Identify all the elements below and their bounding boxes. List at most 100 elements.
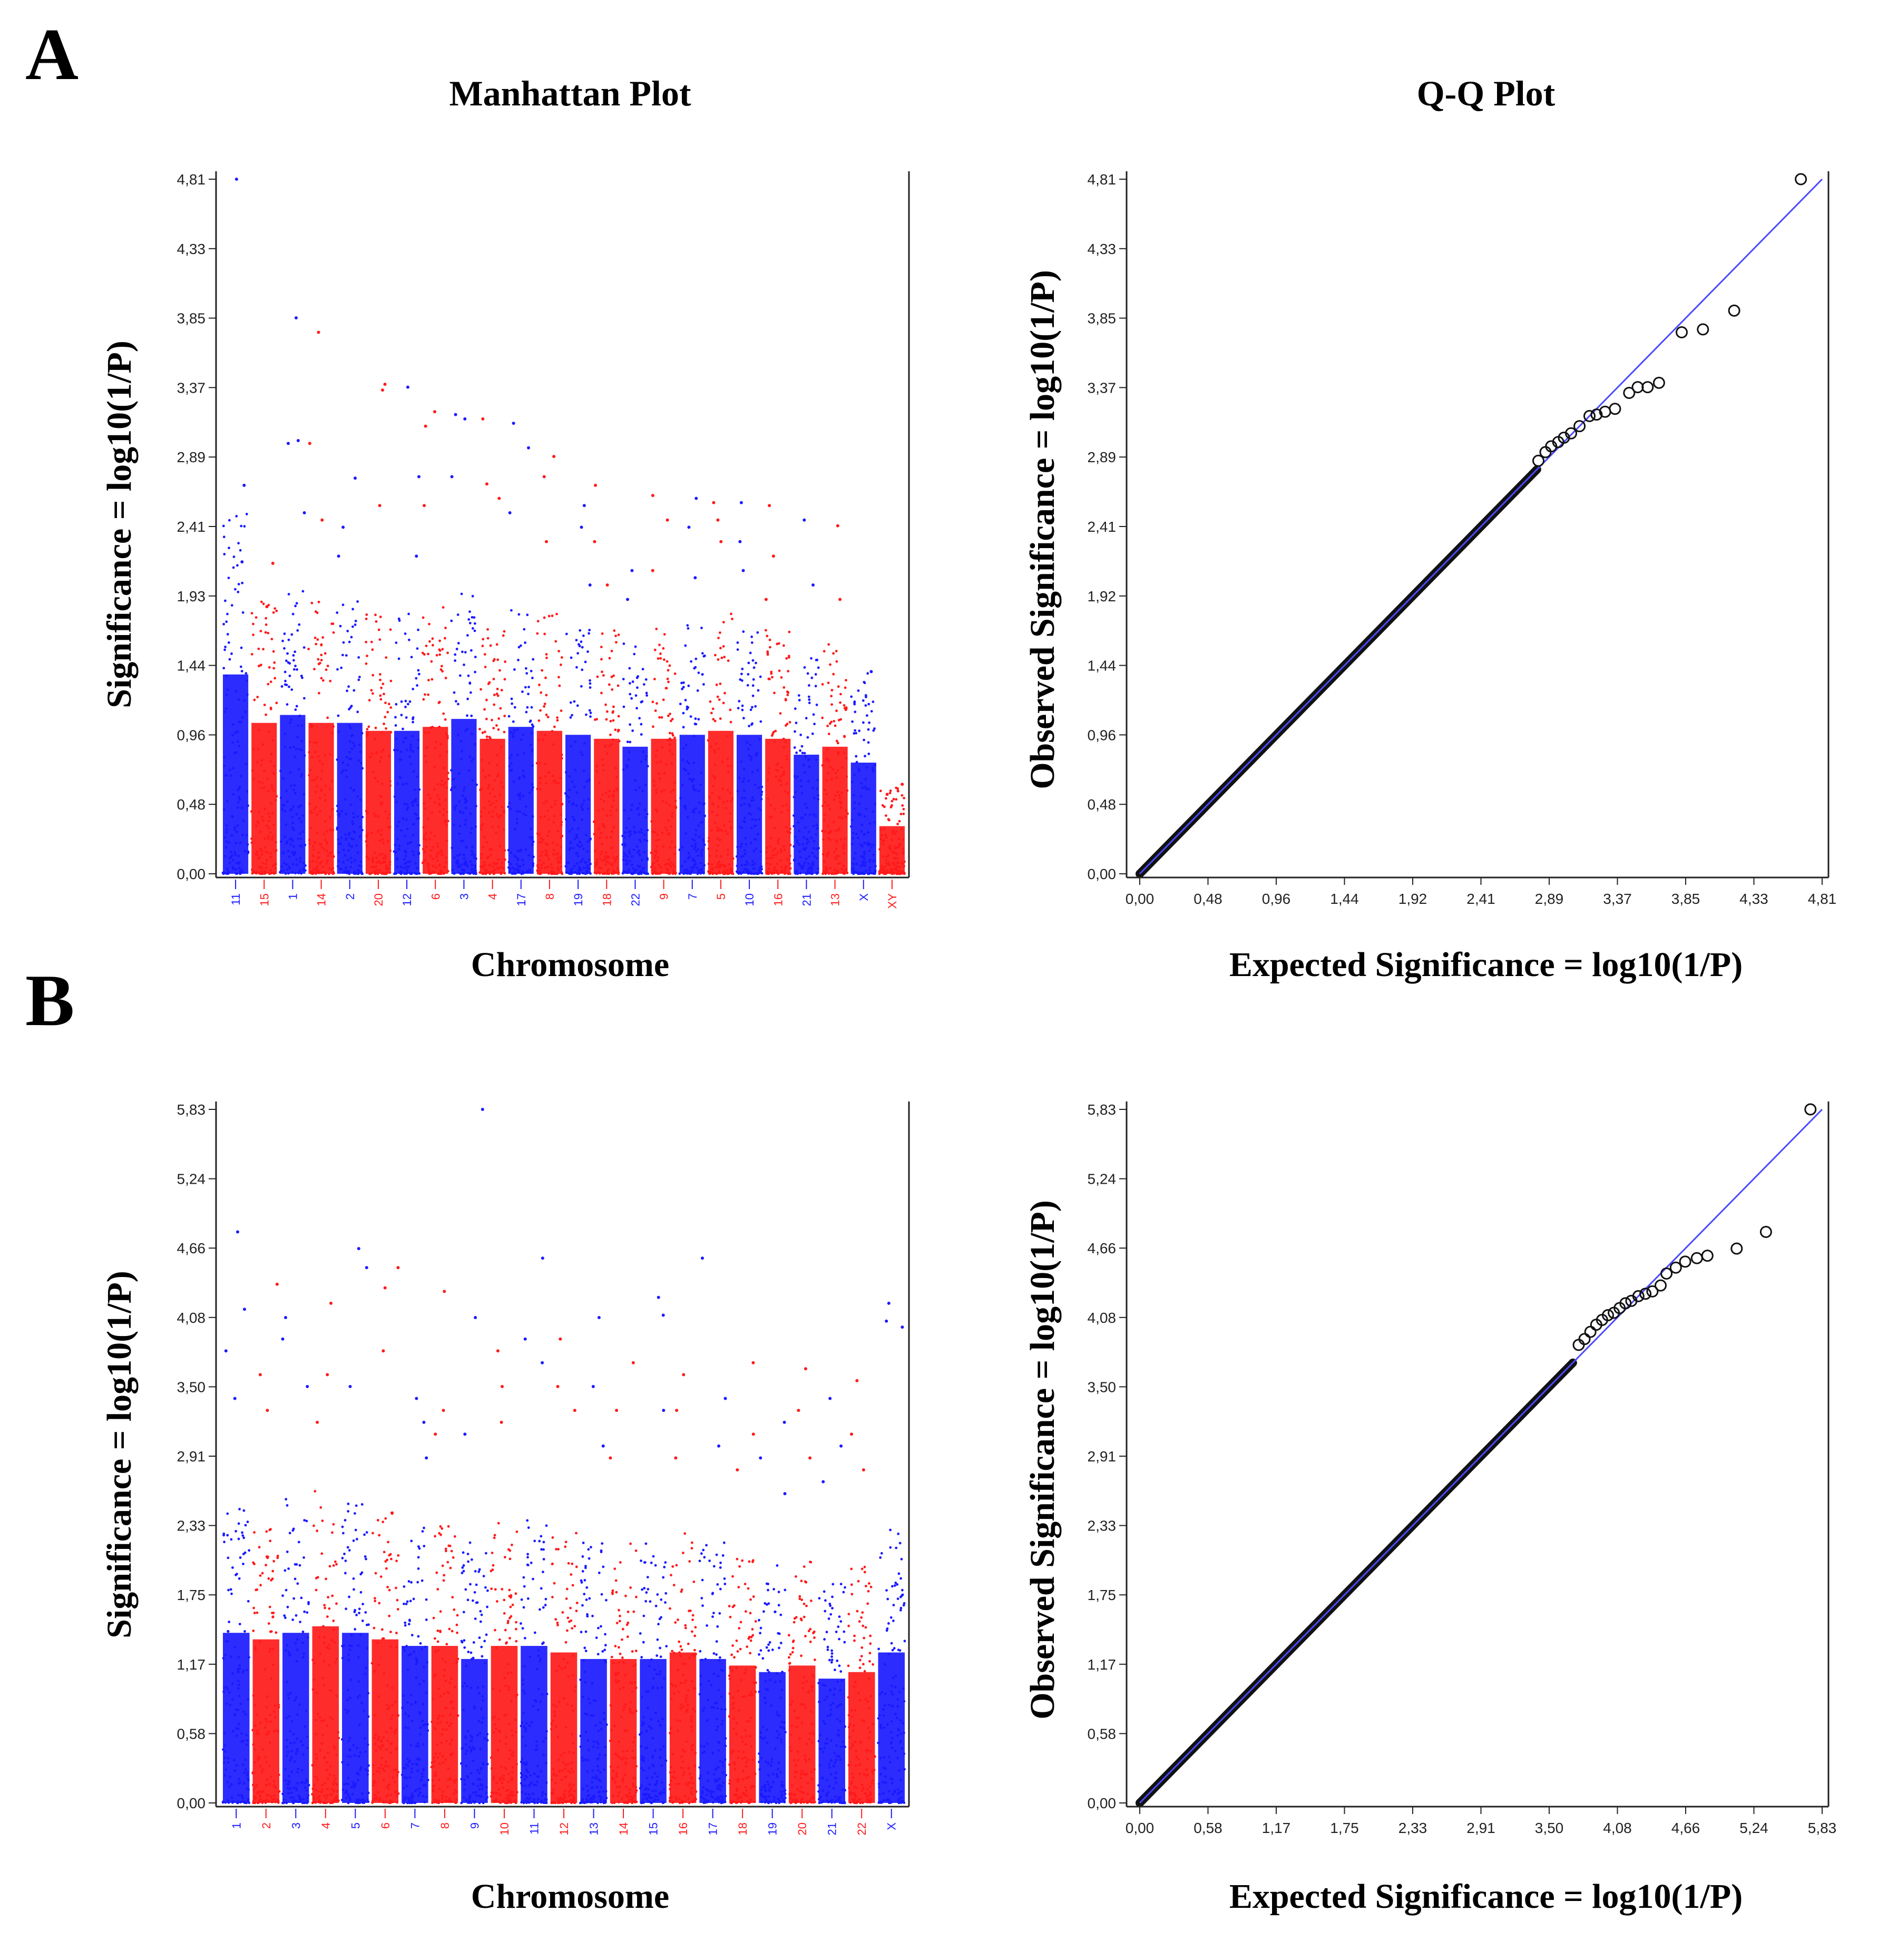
snp-point — [395, 851, 397, 854]
snp-point — [370, 865, 373, 868]
snp-point — [556, 873, 559, 875]
snp-point — [883, 827, 886, 830]
snp-point — [720, 855, 722, 857]
snp-point — [265, 1799, 268, 1801]
y-axis-label: Significance = log10(1/P) — [100, 340, 139, 708]
snp-point — [843, 844, 845, 846]
snp-point — [362, 1798, 365, 1801]
snp-point — [374, 1794, 376, 1797]
snp-point — [443, 1692, 445, 1695]
snp-point — [352, 812, 355, 815]
snp-point — [674, 799, 677, 802]
snp-point — [605, 792, 608, 794]
snp-point — [796, 840, 798, 842]
snp-point — [631, 729, 634, 732]
snp-point — [640, 828, 643, 831]
snp-point — [371, 648, 374, 651]
snp-point — [647, 765, 649, 767]
snp-point — [231, 734, 234, 736]
snp-point — [579, 645, 581, 648]
snp-point — [314, 637, 317, 639]
snp-point — [432, 857, 435, 860]
snp-point — [311, 1793, 314, 1796]
snp-point — [710, 712, 713, 715]
snp-point — [464, 1735, 467, 1738]
snp-point — [622, 859, 625, 861]
snp-point — [508, 1617, 511, 1620]
snp-peak-point — [768, 504, 771, 507]
snp-point — [412, 750, 414, 753]
snp-point — [749, 872, 752, 875]
snp-point — [860, 782, 863, 785]
snp-point — [709, 855, 711, 857]
snp-point — [684, 645, 687, 647]
snp-point — [714, 654, 717, 657]
snp-peak-point — [287, 442, 290, 445]
x-tick-label: 3,37 — [1603, 891, 1632, 907]
snp-point — [751, 723, 754, 725]
snp-point — [588, 859, 591, 861]
snp-point — [359, 1769, 361, 1771]
snp-point — [479, 1732, 482, 1734]
snp-point — [252, 748, 255, 750]
snp-point — [498, 1690, 501, 1692]
snp-point — [464, 823, 467, 826]
snp-peak-point — [451, 475, 454, 479]
snp-point — [397, 1771, 399, 1773]
snp-point — [484, 1737, 487, 1740]
snp-point — [687, 627, 690, 630]
snp-point — [328, 816, 331, 819]
snp-point — [571, 827, 574, 830]
snp-point — [850, 696, 853, 698]
snp-point — [691, 838, 694, 841]
snp-point — [417, 1635, 420, 1638]
snp-point — [270, 753, 273, 756]
snp-point — [479, 1779, 482, 1781]
snp-point — [817, 667, 820, 669]
snp-point — [247, 843, 249, 846]
snp-point — [860, 824, 863, 826]
snp-point — [694, 717, 697, 720]
snp-point — [477, 1686, 480, 1689]
y-tick-label: 3,85 — [1088, 310, 1117, 327]
snp-peak-point — [508, 511, 512, 514]
snp-point — [352, 789, 355, 792]
snp-point — [803, 836, 805, 839]
snp-point — [622, 678, 625, 680]
snp-point — [582, 635, 585, 637]
snp-point — [316, 861, 318, 863]
snp-point — [466, 1775, 468, 1778]
snp-point — [265, 871, 267, 873]
snp-point — [532, 862, 534, 865]
snp-point — [291, 871, 294, 874]
snp-point — [226, 1513, 229, 1515]
snp-point — [329, 1565, 331, 1568]
snp-point — [670, 762, 673, 765]
snp-point — [247, 804, 249, 807]
snp-point — [889, 789, 892, 792]
snp-point — [292, 863, 295, 865]
snp-point — [300, 821, 303, 823]
snp-point — [510, 852, 513, 854]
snp-point — [253, 1531, 256, 1534]
snp-point — [595, 863, 598, 866]
snp-point — [508, 802, 511, 805]
snp-point — [256, 1784, 258, 1787]
snp-point — [338, 815, 341, 817]
snp-point — [381, 1520, 384, 1523]
snp-point — [656, 851, 658, 854]
snp-point — [328, 1664, 331, 1666]
snp-point — [712, 708, 715, 710]
snp-point — [306, 1611, 308, 1614]
snp-point — [530, 732, 533, 735]
snp-point — [336, 828, 339, 831]
y-tick-label: 2,41 — [1088, 519, 1117, 535]
snp-point — [601, 843, 603, 845]
snp-point — [246, 694, 249, 696]
snp-point — [799, 856, 802, 859]
snp-point — [301, 831, 304, 833]
snp-point — [298, 768, 300, 771]
snp-point — [757, 807, 760, 810]
snp-point — [268, 1730, 271, 1733]
chromosome-label: 3 — [457, 893, 471, 900]
